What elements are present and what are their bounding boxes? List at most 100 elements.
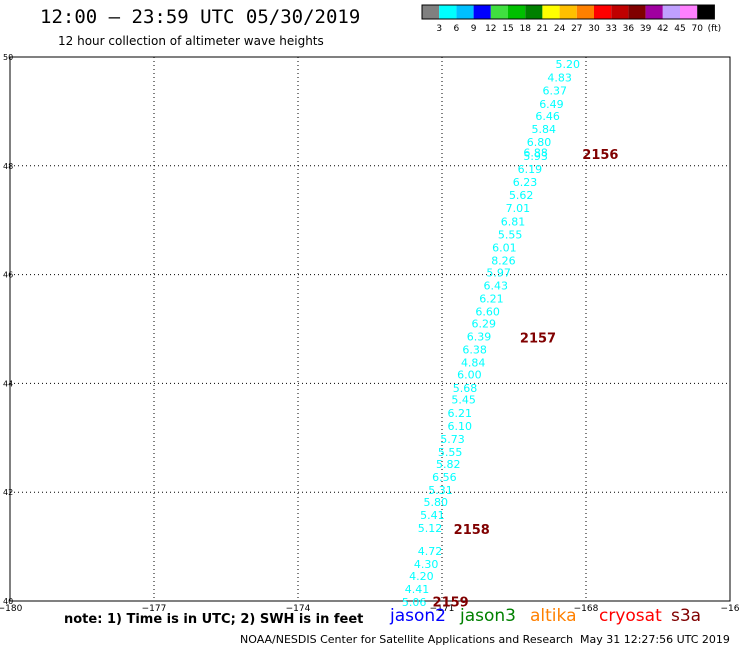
data-points: 5.204.836.376.496.465.846.806.885.936.19… [402, 58, 580, 609]
color-scale-label: 21 [537, 24, 548, 34]
wave-height-value: 5.80 [424, 496, 449, 509]
wave-height-value: 6.81 [501, 215, 526, 228]
wave-height-value: 4.72 [418, 545, 443, 558]
wave-height-value: 5.45 [451, 394, 476, 407]
wave-height-value: 4.83 [547, 72, 572, 85]
time-label: 2156 [582, 148, 618, 163]
wave-height-value: 5.31 [428, 484, 453, 497]
wave-height-value: 5.20 [556, 58, 581, 71]
wave-height-value: 5.82 [436, 458, 461, 471]
wave-height-value: 5.84 [532, 123, 557, 136]
color-scale-swatch [576, 5, 594, 19]
color-scale-swatch [456, 5, 474, 19]
y-tick-label: 44 [3, 379, 13, 388]
color-scale-border [421, 4, 715, 20]
time-label: 2158 [454, 523, 490, 538]
color-scale-label: 18 [519, 24, 531, 34]
y-tick-label: 50 [3, 53, 13, 62]
color-scale-swatch [508, 5, 526, 19]
wave-height-value: 6.88 [523, 147, 548, 160]
wave-height-value: 6.21 [448, 407, 473, 420]
color-scale-swatch [439, 5, 457, 19]
wave-height-value: 5.97 [486, 266, 511, 279]
grid-lines [10, 57, 730, 601]
legend-item-jason2: jason2 [390, 606, 446, 626]
footer-credit: NOAA/NESDIS Center for Satellite Applica… [240, 633, 574, 646]
chart-subtitle: 12 hour collection of altimeter wave hei… [58, 34, 324, 48]
wave-height-value: 6.29 [472, 318, 497, 331]
wave-height-value: 6.23 [513, 176, 538, 189]
color-scale-label: 27 [571, 24, 582, 34]
color-scale-swatch [628, 5, 646, 19]
x-tick-label: −16 [721, 604, 740, 614]
color-scale-swatch [490, 5, 508, 19]
legend-item-cryosat: cryosat [599, 606, 662, 626]
wave-height-value: 5.12 [418, 522, 443, 535]
wave-height-value: 6.80 [527, 136, 552, 149]
color-scale-label: 9 [471, 24, 477, 34]
time-labels: 2156 2157 2158 2159 [433, 148, 619, 611]
wave-height-value: 6.43 [484, 279, 509, 292]
wave-height-value: 6.60 [475, 306, 500, 319]
legend-item-altika: altika [530, 606, 577, 626]
wave-height-value: 6.01 [492, 241, 517, 254]
wave-height-value: 4.41 [405, 583, 430, 596]
plot-border [9, 56, 731, 602]
color-scale-label: 45 [674, 24, 685, 34]
wave-height-value: 5.55 [438, 446, 463, 459]
wave-height-value: 7.01 [506, 202, 531, 215]
wave-height-value: 6.19 [518, 163, 543, 176]
wave-height-value: 6.46 [535, 110, 560, 123]
color-scale-label: 30 [588, 24, 600, 34]
color-scale-label: 70 [691, 24, 703, 34]
y-tick-label: 40 [3, 597, 13, 606]
wave-height-value: 6.49 [539, 98, 564, 111]
wave-height-value: 5.06 [402, 596, 427, 609]
x-tick-label: −168 [574, 604, 599, 614]
wave-height-value: 6.56 [432, 471, 457, 484]
color-scale-swatch [697, 5, 715, 19]
color-scale-label: 3 [436, 24, 442, 34]
x-tick-label: −177 [142, 604, 167, 614]
legend-item-s3a: s3a [671, 606, 702, 626]
wave-height-value: 6.37 [543, 85, 568, 98]
color-scale-swatch [645, 5, 663, 19]
wave-height-value: 6.39 [467, 331, 492, 344]
color-scale-swatch [662, 5, 680, 19]
y-tick-label: 42 [3, 488, 13, 497]
color-scale-label: 33 [605, 24, 616, 34]
wave-height-value: 4.84 [461, 357, 486, 370]
x-tick-label: −171 [430, 604, 455, 614]
wave-height-value: 5.41 [420, 509, 445, 522]
x-tick-label: −174 [286, 604, 311, 614]
tick-labels: −180 −177 −174 −171 −168 −16 40 42 44 46 48 50 [0, 53, 740, 614]
wave-height-value: 6.00 [457, 369, 482, 382]
color-scale-swatch [525, 5, 543, 19]
plot-frame [9, 56, 731, 602]
wave-height-value: 5.62 [509, 189, 534, 202]
color-scale-label: 36 [623, 24, 635, 34]
x-tick-label: −180 [0, 604, 23, 614]
wave-height-value: 4.30 [414, 558, 439, 571]
y-tick-label: 46 [3, 271, 13, 280]
footer-generated-time: May 31 12:27:56 UTC 2019 [580, 633, 730, 646]
color-scale-label: 12 [485, 24, 496, 34]
color-scale-label: (ft) [708, 24, 722, 34]
wave-height-value: 6.38 [462, 344, 487, 357]
color-scale-swatch [611, 5, 629, 19]
color-scale-swatch [594, 5, 612, 19]
time-label: 2157 [520, 332, 556, 347]
time-label: 2159 [433, 596, 469, 611]
color-scale-label: 42 [657, 24, 668, 34]
y-tick-label: 48 [3, 162, 13, 171]
chart-title: 12:00 – 23:59 UTC 05/30/2019 [40, 6, 361, 28]
wave-height-value: 4.20 [409, 570, 434, 583]
wave-height-value: 5.73 [440, 433, 465, 446]
wave-height-value: 5.55 [498, 228, 523, 241]
wave-height-value: 6.10 [448, 420, 473, 433]
wave-height-value: 6.21 [479, 293, 504, 306]
color-scale-swatch [542, 5, 560, 19]
wave-height-value: 5.68 [453, 382, 478, 395]
